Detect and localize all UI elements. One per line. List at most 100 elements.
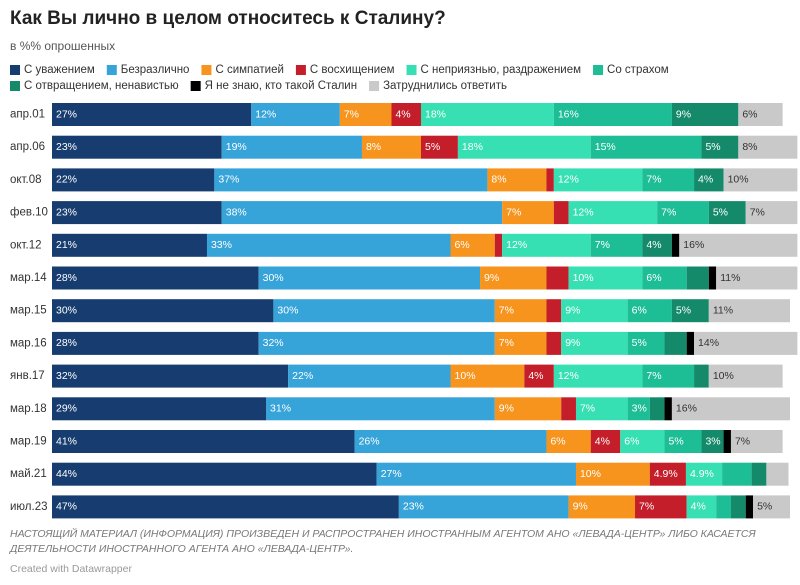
bar-segment <box>553 201 569 225</box>
bar-segment <box>421 103 554 126</box>
bar-segment <box>694 168 724 192</box>
bar-segment <box>664 397 672 421</box>
bar-segment <box>590 233 643 257</box>
value-label: 32% <box>263 337 284 349</box>
bar-segment <box>258 266 481 290</box>
bar-segment <box>376 462 576 486</box>
bar-segment <box>546 430 591 453</box>
bar-segment <box>708 364 783 388</box>
bar-segment <box>354 430 547 453</box>
bar-segment <box>52 430 355 453</box>
value-label: 8% <box>491 174 506 186</box>
value-label: 5% <box>425 141 440 153</box>
bar-segment <box>339 103 392 126</box>
bar-segment <box>590 135 702 159</box>
y-tick-label: окт.08 <box>10 174 42 186</box>
legend-swatch <box>10 65 20 75</box>
value-label: 19% <box>226 141 247 153</box>
value-label: 5% <box>757 501 772 513</box>
chart-subtitle: в %% опрошенных <box>10 39 115 53</box>
value-label: 10% <box>573 272 594 284</box>
bar-segment <box>671 103 739 126</box>
bar-segment <box>716 495 731 519</box>
value-label: 30% <box>277 304 298 316</box>
bar-segment <box>524 364 554 388</box>
value-label: 33% <box>211 239 232 251</box>
bar-segment <box>52 201 222 225</box>
value-label: 23% <box>56 141 77 153</box>
value-label: 6% <box>455 239 470 251</box>
value-label: 30% <box>56 304 77 316</box>
bar-segment <box>723 430 731 453</box>
y-tick-label: мар.14 <box>10 272 47 284</box>
chart-title: Как Вы лично в целом относитесь к Сталин… <box>10 8 446 29</box>
bar-segment <box>701 135 739 159</box>
bar-segment <box>685 462 723 486</box>
legend-label: С отвращением, ненавистью <box>24 80 179 92</box>
legend-label: С симпатией <box>215 64 283 76</box>
bar-segment <box>708 299 790 323</box>
value-label: 4% <box>646 239 661 251</box>
value-label: 26% <box>359 435 380 447</box>
bar-segment <box>575 462 650 486</box>
value-label: 7% <box>506 206 521 218</box>
legend-swatch <box>10 81 20 91</box>
value-label: 12% <box>558 174 579 186</box>
bar-segment <box>273 299 495 323</box>
value-label: 31% <box>270 403 291 415</box>
bar-segment <box>686 266 709 290</box>
y-tick-label: мар.19 <box>10 436 47 448</box>
value-label: 23% <box>56 206 77 218</box>
bar-segment <box>679 233 798 257</box>
value-label: 3% <box>705 435 720 447</box>
bar-segment <box>251 103 340 126</box>
bar-segment <box>568 266 643 290</box>
bar-segment <box>546 299 562 323</box>
bar-segment <box>649 397 665 421</box>
note: НАСТОЯЩИЙ МАТЕРИАЛ (ИНФОРМАЦИЯ) ПРОИЗВЕД… <box>10 527 756 540</box>
value-label: 5% <box>676 304 691 316</box>
bar-segment <box>627 331 665 355</box>
bar-segment <box>457 135 591 159</box>
credit: Created with Datawrapper <box>10 563 132 575</box>
bar-segment <box>206 233 451 257</box>
bar-segment <box>561 331 628 355</box>
value-label: 10% <box>728 174 749 186</box>
bar-segment <box>52 397 267 421</box>
bar-segment <box>553 103 672 126</box>
bar-segment <box>553 364 643 388</box>
bar-segment <box>480 266 547 290</box>
bar-segment <box>52 266 259 290</box>
bar-segment <box>361 135 421 159</box>
value-label: 5% <box>705 141 720 153</box>
value-label: 5% <box>669 435 684 447</box>
bar-segment <box>738 135 798 159</box>
value-label: 10% <box>713 370 734 382</box>
bar-segment <box>214 168 488 192</box>
legend-swatch <box>190 81 201 91</box>
value-label: 6% <box>632 304 647 316</box>
bar-segment <box>258 331 495 355</box>
bar-segment <box>590 430 621 453</box>
value-label: 4.9% <box>690 468 714 480</box>
y-tick-label: мар.15 <box>10 305 47 317</box>
bar-segment <box>716 266 798 290</box>
bar-segment <box>642 168 695 192</box>
value-label: 8% <box>742 141 757 153</box>
bar-segment <box>568 201 658 225</box>
bar-segment <box>553 168 643 192</box>
value-label: 7% <box>735 435 750 447</box>
value-label: 7% <box>750 206 765 218</box>
bar-segment <box>671 397 790 421</box>
bar-segment <box>686 331 695 355</box>
bar-segment <box>722 462 752 486</box>
bar-segment <box>642 364 695 388</box>
bar-segment <box>52 364 289 388</box>
value-label: 21% <box>56 239 77 251</box>
bar-segment <box>52 462 377 486</box>
value-label: 9% <box>573 501 588 513</box>
value-label: 18% <box>462 141 483 153</box>
bar-segment <box>52 299 274 323</box>
value-label: 9% <box>565 337 580 349</box>
value-label: 12% <box>558 370 579 382</box>
